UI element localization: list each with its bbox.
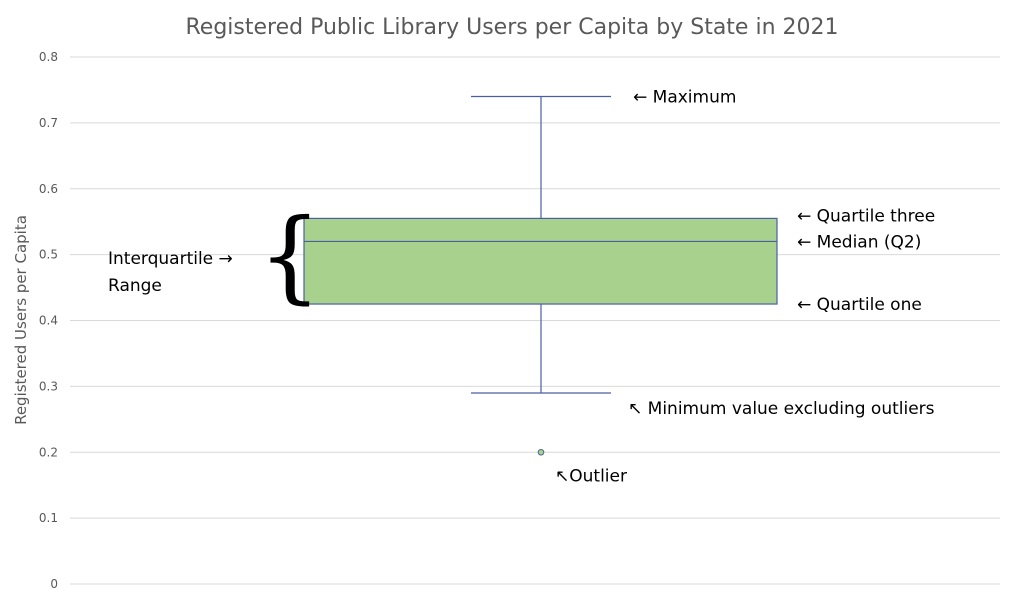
- y-tick-label: 0.7: [39, 116, 58, 130]
- y-tick-label: 0.5: [39, 248, 58, 262]
- annotation-maximum: ← Maximum: [633, 88, 736, 108]
- gridlines: [70, 56, 1000, 585]
- y-tick-label: 0.3: [39, 379, 58, 393]
- outlier-point: [537, 448, 545, 456]
- annotation-quartile-one: ← Quartile one: [797, 295, 922, 315]
- interquartile-box: [303, 217, 778, 305]
- annotation-iqr-line2: Range: [108, 276, 162, 296]
- y-tick-label: 0.1: [39, 511, 58, 525]
- y-axis-label: Registered Users per Capita: [12, 215, 30, 425]
- annotation-outlier: ↖Outlier: [555, 466, 627, 486]
- annotation-quartile-three: ← Quartile three: [797, 206, 935, 226]
- y-tick-label: 0.4: [39, 314, 58, 328]
- annotation-minimum: ↖ Minimum value excluding outliers: [628, 399, 935, 419]
- box-plot: [303, 95, 778, 456]
- iqr-brace: {: [258, 197, 322, 314]
- annotation-median: ← Median (Q2): [797, 232, 921, 252]
- annotation-iqr-line1: Interquartile →: [108, 249, 233, 269]
- y-tick-label: 0.6: [39, 182, 58, 196]
- y-tick-label: 0: [50, 577, 58, 591]
- y-tick-label: 0.8: [39, 50, 58, 64]
- y-tick-label: 0.2: [39, 445, 58, 459]
- y-tick-labels: 0 0.1 0.2 0.3 0.4 0.5 0.6 0.7 0.8: [39, 50, 58, 591]
- chart-title: Registered Public Library Users per Capi…: [185, 15, 838, 40]
